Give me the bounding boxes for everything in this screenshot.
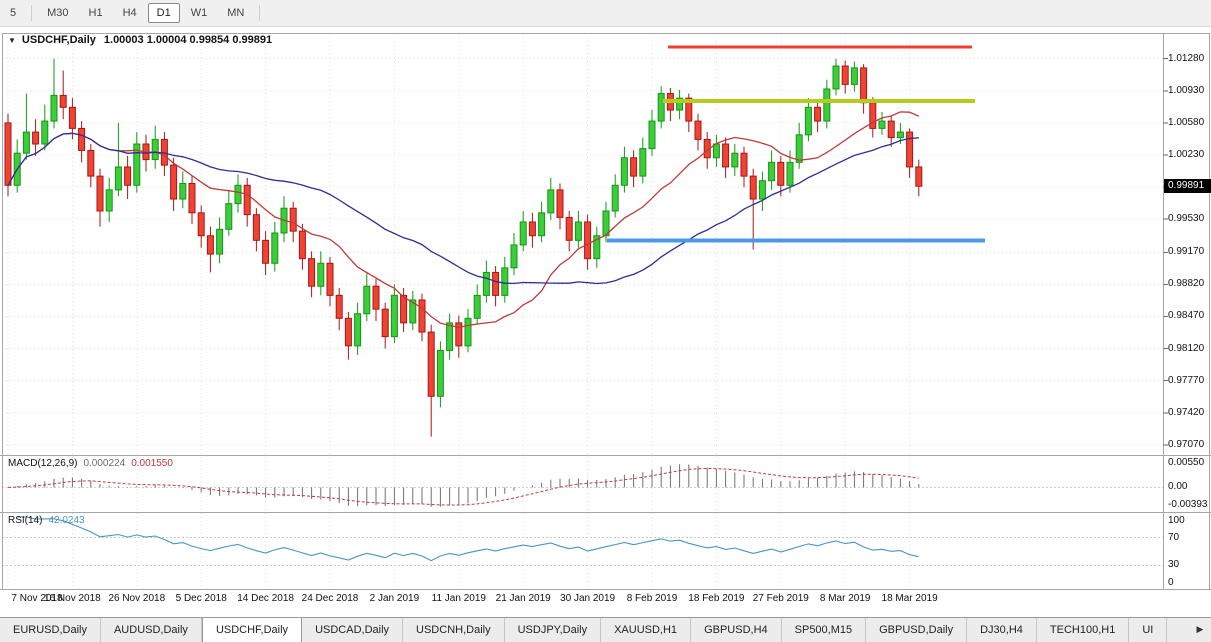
chart-menu-triangle-icon[interactable]: ▼ xyxy=(8,36,16,45)
tab-tech100-h1[interactable]: TECH100,H1 xyxy=(1037,618,1130,642)
toolbar-separator xyxy=(31,5,33,21)
rsi-scale-label: 70 xyxy=(1168,531,1180,543)
price-tick-label: 0.98120 xyxy=(1168,342,1205,354)
chart-canvas xyxy=(0,33,1211,590)
price-tick-label: 0.97420 xyxy=(1168,406,1205,418)
macd-signal-value: 0.001550 xyxy=(131,458,173,469)
macd-scale-label: 0.00 xyxy=(1168,481,1188,493)
chart-header: ▼ USDCHF,Daily 1.00003 1.00004 0.99854 0.9… xyxy=(8,34,272,46)
price-tick-label: 0.97070 xyxy=(1168,438,1205,450)
chart-area: ▼ USDCHF,Daily 1.00003 1.00004 0.99854 0.9… xyxy=(0,26,1211,617)
date-tick-label: 14 Dec 2018 xyxy=(237,593,294,604)
tab-gbpusd-h4[interactable]: GBPUSD,H4 xyxy=(691,618,782,642)
tab-dj30-h4[interactable]: DJ30,H4 xyxy=(967,618,1037,642)
price-tick-label: 0.98470 xyxy=(1168,310,1205,322)
date-tick-label: 21 Jan 2019 xyxy=(495,593,551,604)
date-tick-label: 30 Jan 2019 xyxy=(560,593,616,604)
macd-indicator-name: MACD(12,26,9) xyxy=(8,458,78,469)
price-tick-label: 0.99170 xyxy=(1168,246,1205,258)
price-tick-label: 1.00230 xyxy=(1168,149,1205,160)
tab-xauusd-h1[interactable]: XAUUSD,H1 xyxy=(601,618,692,642)
candles xyxy=(4,58,923,437)
rsi-scale-label: 0 xyxy=(1168,577,1174,588)
ma-fast-red xyxy=(7,111,920,329)
tab-usdchf-daily[interactable]: USDCHF,Daily xyxy=(201,618,303,642)
tab-usdcad-daily[interactable]: USDCAD,Daily xyxy=(302,618,404,642)
tab-gbpusd-daily[interactable]: GBPUSD,Daily xyxy=(866,618,968,642)
date-tick-label: 16 Nov 2018 xyxy=(44,593,101,604)
date-tick-label: 18 Mar 2019 xyxy=(881,593,938,604)
date-tick-label: 11 Jan 2019 xyxy=(431,593,486,604)
date-tick-label: 2 Jan 2019 xyxy=(369,593,420,604)
macd-pane-label: MACD(12,26,9) 0.000224 0.001550 xyxy=(8,458,179,469)
date-tick-label: 7 Nov 2018 xyxy=(11,593,63,604)
macd-signal-line xyxy=(7,467,919,506)
date-tick-label: 8 Mar 2019 xyxy=(819,593,871,604)
price-tick-label: 1.00930 xyxy=(1168,84,1205,96)
grid xyxy=(2,33,1163,589)
date-tick-label: 26 Nov 2018 xyxy=(108,593,166,604)
rsi-pane xyxy=(2,516,1163,566)
timeframe-button-5[interactable]: 5 xyxy=(10,7,17,19)
timeframe-button-h1[interactable]: H1 xyxy=(88,7,103,19)
rsi-scale-label: 30 xyxy=(1168,559,1180,571)
current-price-badge: 0.99891 xyxy=(1164,179,1211,194)
timeframe-button-w1[interactable]: W1 xyxy=(190,7,208,19)
price-tick-label: 0.98820 xyxy=(1168,278,1205,290)
tab-usdcnh-daily[interactable]: USDCNH,Daily xyxy=(403,618,505,642)
macd-scale-label: -0.00393 xyxy=(1168,499,1208,510)
date-tick-label: 8 Feb 2019 xyxy=(626,593,678,604)
chart-ohlc-values: 1.00003 1.00004 0.99854 0.99891 xyxy=(103,34,273,46)
rsi-pane-label: RSI(14) 42.0243 xyxy=(8,515,91,526)
tab-scroll-right-button[interactable]: ▶ xyxy=(1196,624,1204,634)
timeframe-button-m30[interactable]: M30 xyxy=(47,7,69,19)
price-level-lines xyxy=(607,45,985,243)
tab-usdjpy-daily[interactable]: USDJPY,Daily xyxy=(505,618,602,642)
timeframe-button-d1[interactable]: D1 xyxy=(147,3,180,23)
price-tick-label: 1.01280 xyxy=(1168,52,1205,64)
price-tick-label: 0.99530 xyxy=(1168,213,1205,225)
timeframe-button-h4[interactable]: H4 xyxy=(122,7,137,19)
moving-averages xyxy=(7,111,920,329)
macd-pane xyxy=(2,464,1163,507)
rsi-line xyxy=(17,516,919,562)
macd-main-value: 0.000224 xyxy=(83,458,126,469)
macd-scale-label: 0.00550 xyxy=(1168,457,1205,468)
frame xyxy=(0,33,1211,590)
rsi-indicator-name: RSI(14) xyxy=(8,515,43,526)
rsi-value: 42.0243 xyxy=(48,515,85,526)
price-tick-label: 1.00580 xyxy=(1168,116,1205,128)
tab-ui[interactable]: UI xyxy=(1129,618,1168,642)
date-tick-label: 18 Feb 2019 xyxy=(688,593,745,604)
chart-tab-bar: EURUSD,Daily AUDUSD,Daily USDCHF,Daily USDC… xyxy=(0,617,1211,642)
chart-symbol-title: USDCHF,Daily xyxy=(21,34,96,46)
tab-audusd-daily[interactable]: AUDUSD,Daily xyxy=(101,618,202,642)
timeframe-toolbar: 5 M30 H1 H4 D1 W1 MN xyxy=(0,0,1211,27)
date-tick-label: 5 Dec 2018 xyxy=(175,593,227,604)
price-tick-label: 0.97770 xyxy=(1168,374,1205,386)
date-tick-label: 24 Dec 2018 xyxy=(301,593,359,604)
tab-sp500-m15[interactable]: SP500,M15 xyxy=(782,618,867,642)
rsi-scale-label: 100 xyxy=(1168,515,1185,526)
ma-slow-navy xyxy=(7,132,919,285)
timeframe-button-mn[interactable]: MN xyxy=(227,7,245,19)
toolbar-separator xyxy=(259,5,261,21)
date-tick-label: 27 Feb 2019 xyxy=(752,593,809,604)
tab-eurusd-daily[interactable]: EURUSD,Daily xyxy=(0,618,101,642)
